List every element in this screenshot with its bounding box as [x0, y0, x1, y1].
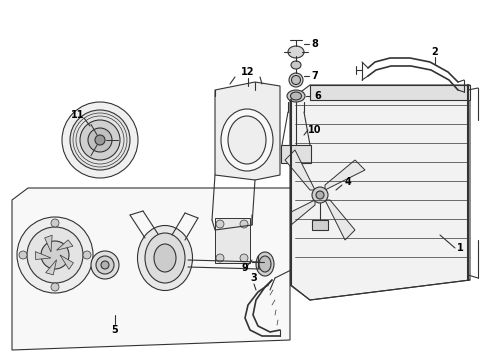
Polygon shape	[325, 200, 355, 240]
Circle shape	[27, 227, 83, 283]
Circle shape	[80, 120, 120, 160]
Circle shape	[216, 220, 224, 228]
Ellipse shape	[154, 244, 176, 272]
Circle shape	[95, 135, 105, 145]
Ellipse shape	[256, 252, 274, 276]
Polygon shape	[46, 260, 56, 275]
Ellipse shape	[145, 233, 185, 283]
Polygon shape	[275, 200, 315, 230]
Ellipse shape	[288, 46, 304, 58]
Circle shape	[312, 187, 328, 203]
Ellipse shape	[292, 76, 300, 85]
Text: 5: 5	[112, 325, 119, 335]
Ellipse shape	[253, 241, 263, 247]
Bar	[312, 220, 328, 230]
Circle shape	[41, 241, 69, 269]
Bar	[215, 218, 250, 263]
Text: 10: 10	[308, 125, 322, 135]
Ellipse shape	[228, 116, 266, 164]
Circle shape	[17, 217, 93, 293]
Text: 11: 11	[71, 110, 85, 120]
Bar	[281, 145, 311, 163]
Text: 1: 1	[457, 243, 464, 253]
Text: 6: 6	[315, 91, 321, 101]
Circle shape	[96, 256, 114, 274]
Circle shape	[19, 251, 27, 259]
Text: 2: 2	[432, 47, 439, 57]
Text: 8: 8	[312, 39, 318, 49]
Polygon shape	[35, 252, 51, 260]
Polygon shape	[310, 85, 470, 100]
Text: 12: 12	[241, 67, 255, 77]
Circle shape	[216, 254, 224, 262]
Circle shape	[70, 110, 130, 170]
Text: 3: 3	[250, 273, 257, 283]
Polygon shape	[215, 82, 280, 180]
Text: 9: 9	[242, 263, 248, 273]
Polygon shape	[45, 235, 52, 252]
Ellipse shape	[259, 256, 271, 272]
Polygon shape	[12, 188, 290, 350]
Circle shape	[88, 128, 112, 152]
Polygon shape	[325, 160, 365, 190]
Polygon shape	[290, 85, 470, 300]
Text: 4: 4	[344, 177, 351, 187]
Ellipse shape	[289, 73, 303, 87]
Ellipse shape	[291, 92, 301, 100]
Circle shape	[83, 251, 91, 259]
Ellipse shape	[221, 109, 273, 171]
Circle shape	[91, 251, 119, 279]
Circle shape	[51, 283, 59, 291]
Polygon shape	[285, 150, 315, 190]
Text: 7: 7	[312, 71, 318, 81]
Ellipse shape	[291, 61, 301, 69]
Polygon shape	[60, 255, 74, 269]
Circle shape	[62, 102, 138, 178]
Circle shape	[240, 220, 248, 228]
Circle shape	[251, 241, 265, 255]
Ellipse shape	[138, 225, 193, 291]
Circle shape	[316, 191, 324, 199]
Ellipse shape	[287, 90, 305, 102]
Circle shape	[101, 261, 109, 269]
Polygon shape	[56, 240, 73, 250]
Circle shape	[240, 254, 248, 262]
Circle shape	[51, 219, 59, 227]
